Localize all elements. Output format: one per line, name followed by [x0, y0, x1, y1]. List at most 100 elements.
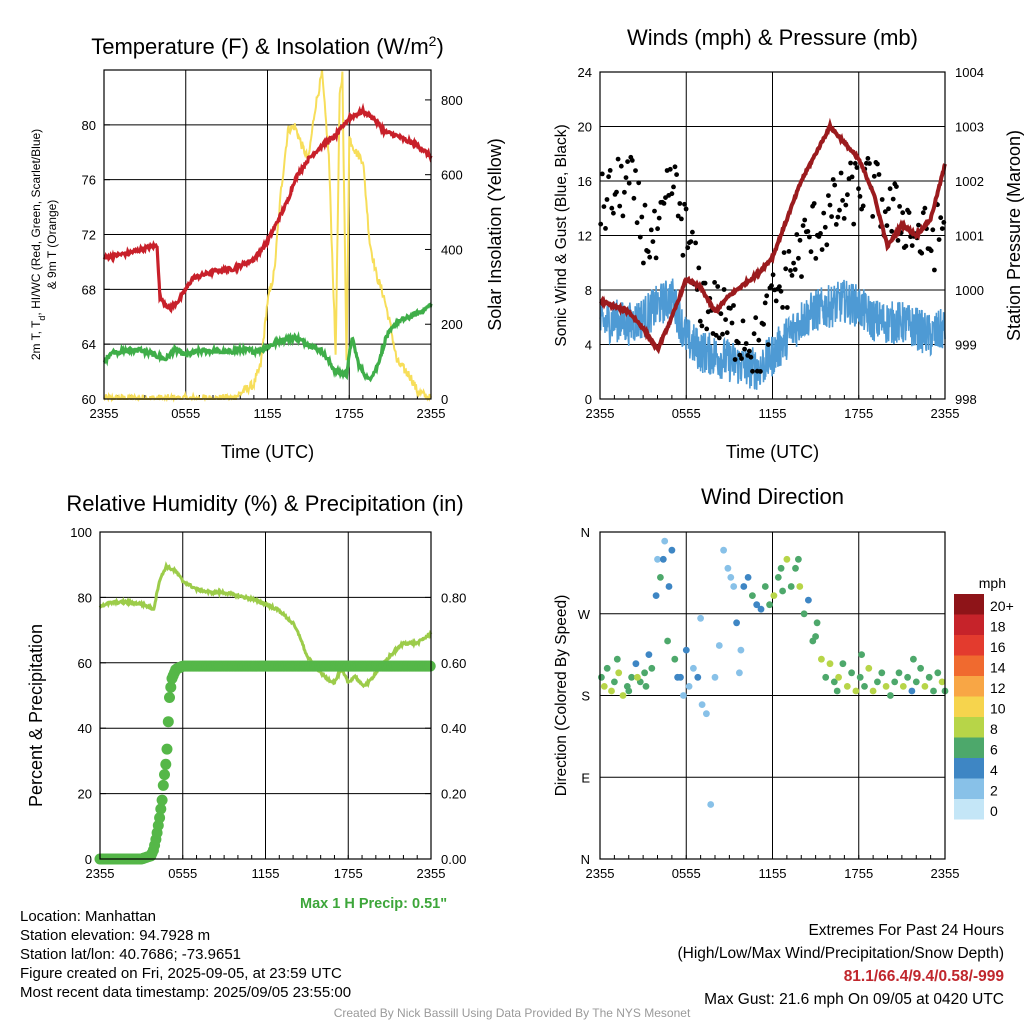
gust-point: [930, 227, 936, 233]
gust-point: [653, 255, 659, 261]
x-tick-label: 2355: [586, 406, 615, 421]
gust-point: [882, 209, 888, 215]
gust-point: [887, 186, 893, 192]
y2-tick-label: 0.60: [441, 656, 466, 671]
gust-point: [800, 223, 806, 229]
x-tick-label: 2355: [417, 406, 446, 421]
precip-point: [160, 758, 172, 770]
direction-point: [833, 687, 841, 695]
y-tick-label: 80: [82, 118, 96, 133]
info-elevation: Station elevation: 94.7928 m: [20, 927, 211, 944]
gust-point: [875, 161, 880, 167]
gust-point: [781, 250, 787, 256]
x-tick-label: 1755: [334, 866, 363, 881]
x-tick-label: 2355: [86, 866, 115, 881]
gust-point: [895, 238, 901, 243]
direction-point: [665, 583, 673, 590]
gust-point: [811, 201, 817, 206]
direction-point: [882, 683, 890, 690]
y2-tick-label: 0.80: [441, 590, 466, 605]
gust-point: [697, 318, 703, 324]
gust-point: [702, 280, 708, 286]
direction-point: [697, 614, 704, 622]
direction-point: [843, 683, 851, 690]
gust-point: [718, 311, 724, 317]
gust-point: [777, 284, 782, 290]
y-tick-label: 60: [82, 392, 96, 407]
chart-title: Winds (mph) & Pressure (mb): [627, 25, 918, 50]
direction-point: [659, 555, 667, 563]
gust-point: [615, 156, 621, 162]
direction-point: [908, 687, 916, 695]
gust-point: [618, 163, 624, 169]
direction-point: [770, 592, 778, 599]
gust-point: [626, 180, 632, 186]
gust-point: [647, 254, 653, 260]
direction-point: [608, 687, 615, 695]
gust-point: [747, 348, 752, 354]
direction-point: [795, 555, 802, 563]
direction-point: [878, 669, 886, 677]
gust-point: [629, 158, 635, 163]
gust-point: [783, 266, 789, 272]
gust-point: [729, 320, 735, 326]
x-tick-label: 2355: [417, 866, 446, 881]
legend-swatch: [954, 778, 984, 799]
y-axis-label-line2: & 9m T (Orange): [45, 200, 59, 290]
direction-point: [632, 660, 640, 668]
gust-point: [636, 180, 642, 186]
gust-point: [761, 321, 766, 327]
direction-point: [736, 669, 743, 677]
direction-point: [934, 669, 942, 677]
x-tick-label: 1755: [844, 406, 873, 421]
gust-point: [837, 207, 842, 213]
y-axis-label: 2m T, Td, HI/WC (Red, Green, Scarlet/Blu…: [29, 129, 47, 360]
gust-point: [865, 156, 871, 161]
y2-tick-label: 800: [441, 93, 463, 108]
gust-point: [928, 248, 934, 254]
gust-point: [693, 240, 698, 246]
gust-point: [894, 184, 899, 190]
gust-point: [796, 255, 801, 261]
gust-point: [742, 346, 747, 352]
direction-point: [887, 692, 894, 699]
gust-point: [829, 214, 834, 220]
gust-point: [848, 160, 853, 166]
legend-title: mph: [979, 575, 1006, 591]
gust-point: [822, 224, 828, 230]
gust-point: [886, 206, 891, 212]
direction-point: [690, 664, 697, 672]
direction-point: [826, 660, 834, 668]
gust-point: [671, 184, 676, 190]
y-tick-label: 0: [585, 392, 592, 407]
gust-point: [661, 201, 667, 206]
gust-point: [758, 369, 763, 374]
legend-label: 8: [990, 721, 998, 737]
gust-point: [743, 341, 749, 346]
y2-tick-label: 0.20: [441, 787, 466, 802]
x-tick-label: 0555: [171, 406, 200, 421]
gust-point: [765, 342, 771, 347]
extremes-panel: Extremes For Past 24 Hours (High/Low/Max…: [678, 919, 1005, 1011]
gust-point: [808, 249, 814, 255]
legend-label: 0: [990, 803, 998, 819]
y2-tick-label: 1001: [955, 229, 984, 244]
chart-title: Wind Direction: [701, 484, 844, 509]
y-tick-label: 76: [82, 173, 96, 188]
info-recent: Most recent data timestamp: 2025/09/05 2…: [20, 984, 352, 1001]
direction-point: [813, 619, 821, 627]
series-wind-speed: [599, 278, 946, 390]
x-tick-label: 1155: [759, 406, 787, 421]
precip-point: [162, 716, 174, 728]
legend-label: 12: [990, 680, 1006, 696]
gust-point: [723, 317, 728, 322]
y2-tick-label: 998: [955, 392, 977, 407]
gust-point: [606, 174, 611, 180]
direction-point: [600, 683, 608, 690]
gust-point: [830, 177, 836, 182]
gust-point: [805, 229, 811, 234]
direction-point: [641, 669, 648, 677]
gust-point: [674, 172, 679, 178]
direction-point: [615, 669, 623, 677]
gust-point: [832, 182, 838, 188]
